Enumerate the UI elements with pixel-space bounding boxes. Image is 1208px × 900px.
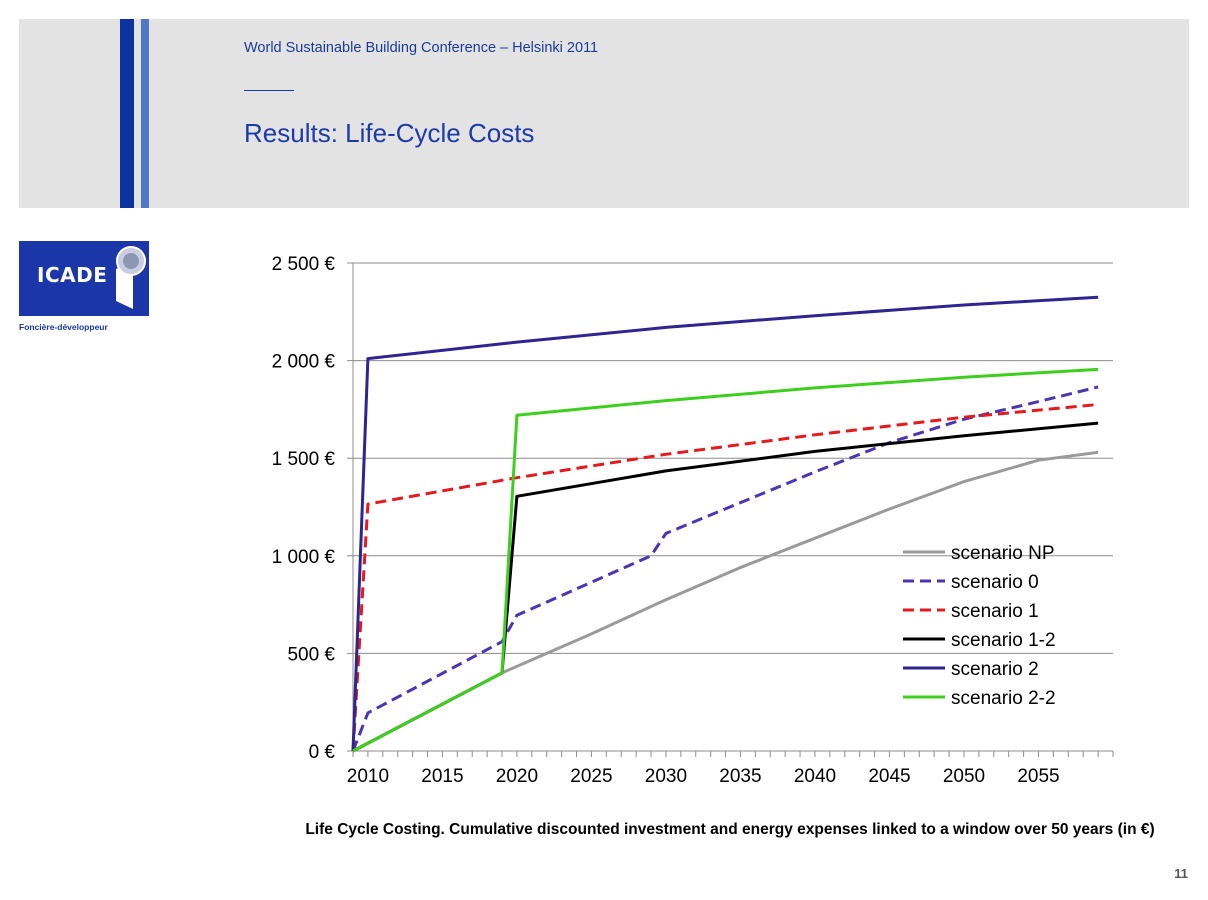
legend-label: scenario 1-2: [951, 630, 1056, 651]
y-tick-label: 2 500 €: [272, 254, 336, 275]
x-tick-label: 2040: [794, 766, 836, 787]
series-line-scenario-2: [351, 295, 1099, 752]
header-stripe-dark: [120, 19, 134, 208]
x-tick-label: 2010: [347, 766, 389, 787]
series-line-scenario-1: [351, 403, 1099, 752]
x-tick-label: 2055: [1017, 766, 1059, 787]
chart-caption: Life Cycle Costing. Cumulative discounte…: [305, 821, 1155, 838]
title-divider: [244, 90, 294, 91]
logo-emblem-icon: [116, 246, 146, 309]
page-number: 11: [1174, 866, 1188, 881]
x-tick-label: 2035: [719, 766, 761, 787]
icade-logo: ICADE: [19, 241, 149, 316]
legend-label: scenario 2-2: [951, 688, 1056, 709]
legend-label: scenario NP: [951, 543, 1055, 564]
y-tick-label: 500 €: [287, 644, 335, 665]
legend-label: scenario 1: [951, 601, 1039, 622]
slide-title: Results: Life-Cycle Costs: [244, 118, 535, 148]
header-stripe-light: [141, 19, 149, 208]
legend-label: scenario 0: [951, 572, 1039, 593]
y-tick-label: 2 000 €: [272, 352, 336, 373]
y-tick-label: 1 000 €: [272, 547, 336, 568]
y-tick-label: 1 500 €: [272, 449, 336, 470]
series-line-scenario-2-2: [352, 367, 1099, 753]
logo-text: ICADE: [37, 263, 108, 287]
logo-subtitle: Foncière-développeur: [19, 322, 108, 332]
header-band: [19, 19, 1189, 208]
conference-name: World Sustainable Building Conference – …: [244, 40, 599, 56]
x-tick-label: 2030: [645, 766, 687, 787]
series-line-scenario-np: [352, 450, 1099, 753]
x-tick-label: 2020: [496, 766, 538, 787]
life-cycle-cost-chart: 0 € 500 € 1 000 € 1 500 € 2 000 € 2 500 € 2010…: [272, 254, 1114, 787]
x-tick-label: 2045: [868, 766, 910, 787]
x-tick-label: 2025: [570, 766, 612, 787]
series-line-scenario-0: [351, 385, 1099, 752]
x-tick-label: 2050: [943, 766, 985, 787]
x-tick-label: 2015: [421, 766, 463, 787]
y-tick-label: 0 €: [309, 742, 336, 763]
legend-label: scenario 2: [951, 659, 1039, 680]
